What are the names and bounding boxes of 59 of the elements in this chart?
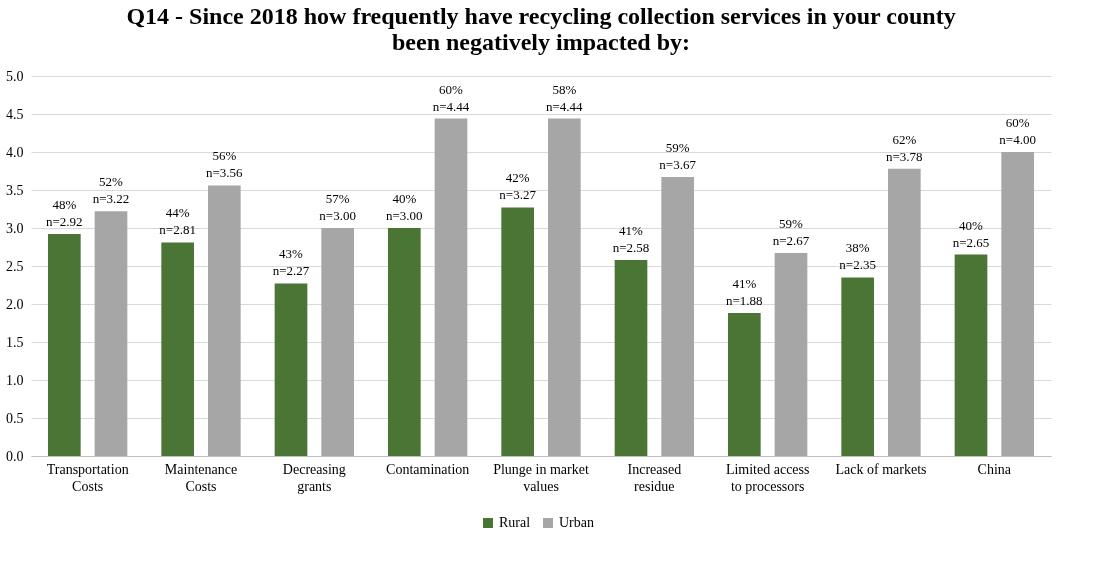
y-tick-label: 0.0 bbox=[6, 448, 24, 464]
data-label: 57% n=3.00 bbox=[319, 191, 356, 223]
bar bbox=[161, 242, 194, 456]
legend-label: Rural bbox=[499, 515, 531, 530]
y-tick-label: 4.0 bbox=[6, 144, 24, 160]
bar bbox=[774, 253, 808, 456]
x-tick-label: Transportation Costs bbox=[46, 461, 129, 494]
bar bbox=[954, 254, 988, 456]
x-tick-label: Increased residue bbox=[627, 461, 682, 494]
data-label: 58% n=4.44 bbox=[546, 81, 584, 114]
x-tick-label: Decreasing grants bbox=[282, 461, 346, 494]
data-label: 56% n=3.56 bbox=[206, 148, 244, 181]
data-label: 59% n=3.67 bbox=[659, 140, 697, 173]
data-label: 60% n=4.44 bbox=[432, 81, 470, 114]
x-tick-label: Maintenance Costs bbox=[164, 461, 238, 494]
data-label: 40% n=2.65 bbox=[952, 217, 990, 250]
bar bbox=[841, 277, 874, 456]
bar bbox=[94, 211, 128, 456]
data-label: 40% n=3.00 bbox=[386, 191, 423, 223]
legend-label: Urban bbox=[559, 515, 594, 530]
x-tick-label: China bbox=[977, 461, 1012, 477]
x-tick-label: Limited access to processors bbox=[725, 461, 810, 494]
data-label: 44% n=2.81 bbox=[159, 205, 196, 238]
bar bbox=[548, 118, 581, 456]
y-tick-label: 0.5 bbox=[6, 410, 24, 426]
bar bbox=[728, 313, 761, 456]
y-tick-label: 5.0 bbox=[6, 68, 24, 84]
bar bbox=[888, 168, 921, 456]
bar bbox=[321, 228, 354, 456]
bar bbox=[501, 207, 534, 456]
bar bbox=[1001, 152, 1034, 456]
y-tick-label: 1.5 bbox=[6, 334, 24, 350]
data-label: 38% n=2.35 bbox=[839, 240, 876, 273]
y-tick-label: 2.0 bbox=[6, 296, 24, 312]
data-label: 43% n=2.27 bbox=[272, 246, 310, 279]
x-tick-label: Plunge in market values bbox=[493, 461, 589, 494]
y-tick-label: 1.0 bbox=[6, 372, 24, 388]
bar bbox=[434, 118, 468, 456]
x-tick-label: Contamination bbox=[386, 461, 470, 477]
data-label: 42% n=3.27 bbox=[499, 170, 537, 203]
data-label: 41% n=1.88 bbox=[726, 276, 763, 309]
chart-title: Q14 - Since 2018 how frequently have recycling collection services in your county been negatively impacted by: bbox=[126, 3, 956, 55]
y-tick-label: 3.5 bbox=[6, 182, 24, 198]
y-tick-label: 2.5 bbox=[6, 258, 24, 274]
y-tick-label: 4.5 bbox=[6, 106, 24, 122]
bar bbox=[388, 228, 421, 456]
bar bbox=[661, 177, 694, 456]
y-tick-label: 3.0 bbox=[6, 220, 24, 236]
data-label: 62% n=3.78 bbox=[886, 131, 923, 164]
bar bbox=[208, 185, 241, 456]
data-label: 52% n=3.22 bbox=[92, 174, 130, 207]
data-label: 59% n=2.67 bbox=[772, 216, 810, 249]
bar bbox=[48, 234, 81, 456]
data-label: 60% n=4.00 bbox=[999, 115, 1036, 147]
bar bbox=[274, 283, 308, 456]
data-label: 48% n=2.92 bbox=[46, 197, 83, 230]
data-label: 41% n=2.58 bbox=[612, 222, 650, 255]
x-tick-label: Lack of markets bbox=[835, 461, 927, 477]
bar bbox=[614, 259, 648, 456]
